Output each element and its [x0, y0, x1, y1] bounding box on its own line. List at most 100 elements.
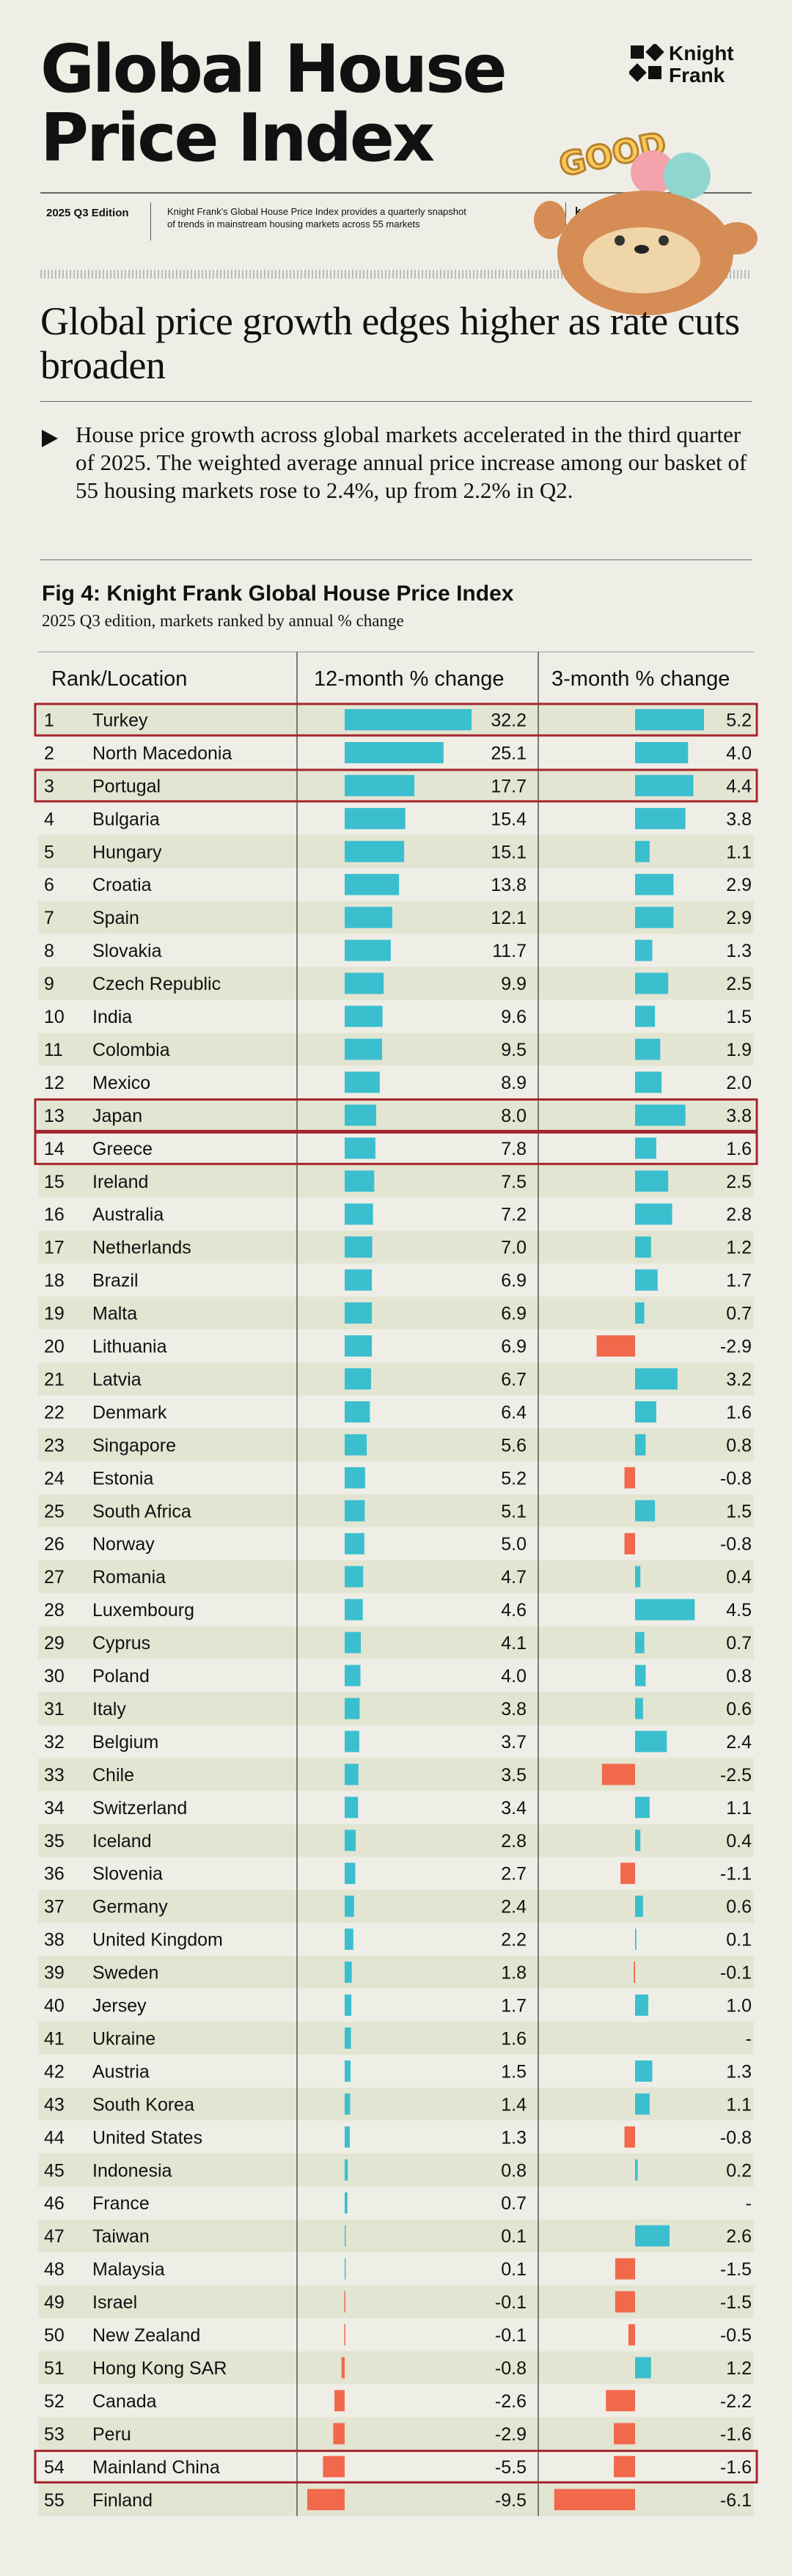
value-12-month: 15.1	[491, 842, 527, 862]
location-label: Netherlands	[92, 1238, 191, 1258]
bar-12-month	[345, 2225, 346, 2247]
bar-3-month	[635, 1929, 637, 1951]
location-label: Slovenia	[92, 1864, 163, 1885]
bar-3-month	[635, 807, 686, 829]
bar-12-month	[345, 1863, 356, 1885]
table-row-stripe	[38, 1164, 754, 1198]
value-3-month: 2.4	[726, 1732, 752, 1753]
index-description: Knight Frank's Global House Price Index …	[167, 206, 466, 230]
value-12-month: 2.8	[501, 1831, 527, 1852]
bar-3-month	[635, 1401, 656, 1423]
value-12-month: 1.4	[501, 2094, 527, 2115]
bar-3-month	[635, 1896, 643, 1918]
bar-12-month	[345, 1929, 353, 1951]
bar-3-month	[635, 1203, 672, 1225]
table-row-stripe	[38, 1296, 754, 1330]
rank-label: 29	[44, 1633, 65, 1654]
table-row-stripe	[38, 2219, 754, 2253]
value-3-month: -1.6	[720, 2457, 752, 2478]
rank-label: 26	[44, 1534, 65, 1555]
value-12-month: 4.6	[501, 1600, 527, 1621]
rank-label: 24	[44, 1468, 65, 1489]
location-label: Slovakia	[92, 941, 162, 961]
rank-label: 43	[44, 2094, 65, 2115]
value-12-month: 15.4	[491, 809, 527, 829]
location-label: Malaysia	[92, 2259, 165, 2280]
value-12-month: 3.7	[501, 1732, 527, 1753]
location-label: Peru	[92, 2424, 131, 2445]
rank-label: 6	[44, 875, 54, 895]
bar-3-month	[606, 2390, 635, 2412]
rank-label: 22	[44, 1402, 65, 1423]
bar-12-month	[345, 2126, 350, 2148]
table-row-stripe	[38, 1362, 754, 1395]
value-3-month: -1.5	[720, 2259, 752, 2280]
location-label: France	[92, 2193, 150, 2214]
table-row-stripe	[38, 1428, 754, 1461]
value-12-month: -5.5	[495, 2457, 527, 2478]
value-12-month: 0.8	[501, 2160, 527, 2181]
value-3-month: 1.5	[726, 1007, 752, 1027]
value-12-month: 4.1	[501, 1633, 527, 1654]
bar-12-month	[345, 1434, 367, 1456]
bar-12-month	[334, 2390, 345, 2412]
rank-label: 1	[44, 710, 54, 730]
column-header-12-month: 12-month % change	[314, 667, 505, 691]
bar-3-month	[635, 1434, 646, 1456]
bar-3-month	[635, 1698, 643, 1720]
value-12-month: 5.1	[501, 1501, 527, 1522]
bear-thumb-icon	[534, 201, 566, 239]
bar-12-month	[345, 939, 391, 961]
rank-label: 47	[44, 2226, 65, 2247]
value-3-month: 1.1	[726, 2094, 752, 2115]
rank-label: 31	[44, 1699, 65, 1720]
rank-label: 11	[44, 1040, 63, 1060]
rank-label: 44	[44, 2127, 65, 2148]
value-3-month: -0.8	[720, 1468, 752, 1489]
value-12-month: 6.9	[501, 1304, 527, 1324]
value-3-month: 4.0	[726, 743, 752, 763]
bar-3-month	[635, 1500, 656, 1522]
table-row-stripe	[38, 2153, 754, 2187]
bar-3-month	[614, 2456, 635, 2478]
bar-12-month	[345, 1302, 373, 1324]
location-label: Chile	[92, 1765, 134, 1786]
bar-3-month	[624, 2126, 635, 2148]
bar-3-month	[624, 1467, 635, 1489]
value-3-month: -1.5	[720, 2292, 752, 2313]
partial-meta-text: k	[575, 205, 582, 218]
value-3-month: -2.2	[720, 2391, 752, 2412]
bar-3-month	[635, 774, 694, 796]
value-12-month: 11.7	[492, 941, 527, 961]
value-12-month: 9.6	[501, 1007, 527, 1027]
value-3-month: -0.8	[720, 2127, 752, 2148]
bar-3-month	[635, 1665, 646, 1687]
value-3-month: -2.9	[720, 1337, 752, 1357]
value-3-month: 2.0	[726, 1073, 752, 1093]
value-12-month: 9.5	[501, 1040, 527, 1060]
value-3-month: 1.0	[726, 1996, 752, 2017]
bar-3-month	[635, 1104, 686, 1126]
location-label: Ukraine	[92, 2028, 155, 2049]
bar-12-month	[345, 1236, 373, 1258]
value-12-month: 12.1	[491, 908, 527, 928]
value-3-month: 2.9	[726, 875, 752, 895]
rank-label: 9	[44, 974, 54, 994]
location-label: Iceland	[92, 1831, 152, 1852]
bar-12-month	[345, 1599, 363, 1621]
bar-3-month	[635, 2159, 638, 2181]
table-row-stripe	[38, 1626, 754, 1659]
value-3-month: 1.6	[726, 1139, 752, 1159]
highlight-row-box	[34, 1131, 758, 1165]
value-3-month: 2.8	[726, 1205, 752, 1225]
value-12-month: 6.9	[501, 1337, 527, 1357]
bar-12-month	[345, 2093, 351, 2115]
location-label: Czech Republic	[92, 974, 221, 994]
location-label: South Africa	[92, 1501, 191, 1522]
bar-12-month	[345, 1632, 362, 1654]
table-row-stripe	[38, 1032, 754, 1066]
bar-3-month	[615, 2258, 635, 2280]
value-3-month: -	[746, 2193, 752, 2214]
location-label: Malta	[92, 1304, 137, 1324]
highlight-row-box	[34, 2449, 758, 2484]
